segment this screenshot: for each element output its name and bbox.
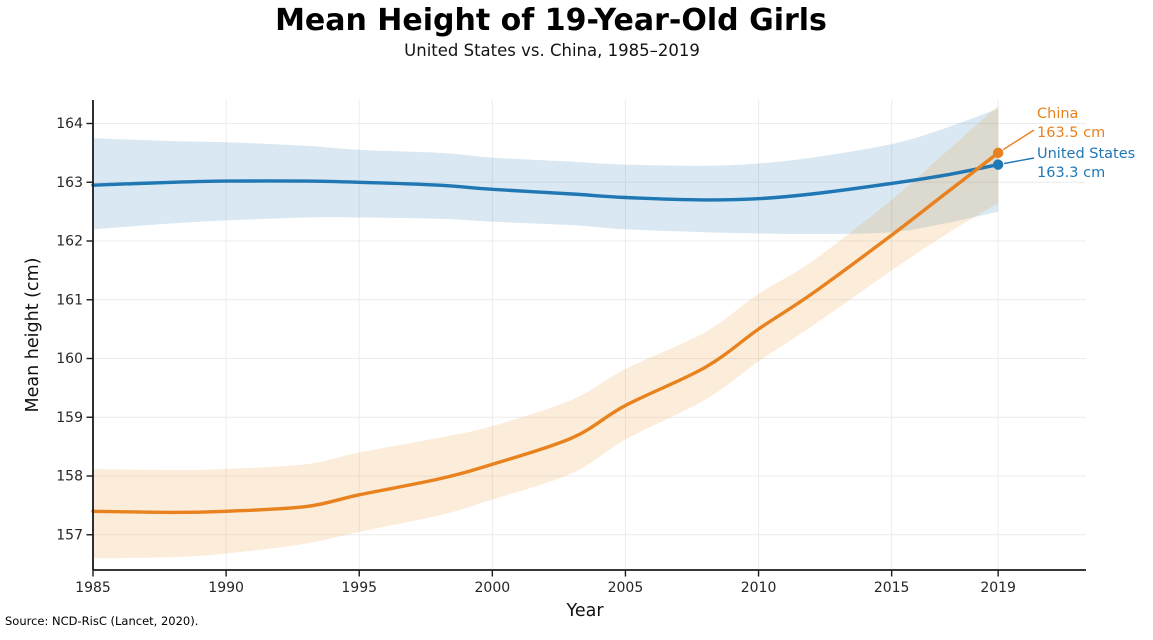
china-series-label: China [1037,106,1079,122]
x-tick-label: 2005 [608,580,644,596]
y-tick-label: 163 [56,175,83,191]
x-tick-label: 2000 [475,580,511,596]
x-tick-label: 2019 [980,580,1016,596]
x-tick-label: 2015 [874,580,910,596]
china-end-annotation: China 163.5 cm [1037,105,1105,142]
x-tick-label: 1985 [75,580,111,596]
y-tick-label: 157 [56,527,83,543]
source-note: Source: NCD-RisC (Lancet, 2020). [5,614,199,628]
y-tick-label: 158 [56,469,83,485]
y-tick-label: 162 [56,234,83,250]
x-axis-label: Year [566,601,604,621]
us-line [91,162,1000,202]
y-tick-label: 161 [56,292,83,308]
us-confidence-band [93,108,999,235]
y-axis-label: Mean height (cm) [23,257,43,413]
y-tick-label: 159 [56,410,83,426]
x-tick-label: 2010 [741,580,777,596]
us-end-value: 163.3 cm [1037,164,1106,181]
x-tick-label: 1995 [341,580,377,596]
x-tick-label: 1990 [208,580,244,596]
us-end-dot [992,159,1004,170]
us-end-annotation: United States 163.3 cm [1037,145,1135,182]
chart-title: Mean Height of 19-Year-Old Girls [275,3,827,38]
y-tick-label: 164 [56,116,83,132]
china-end-dot [992,147,1004,159]
us-series-label: United States [1037,146,1136,162]
chart-subtitle: United States vs. China, 1985–2019 [404,41,700,60]
china-line [91,151,1000,515]
china-leader-line [1002,129,1035,151]
us-leader-line [1003,157,1035,165]
china-end-value: 163.5 cm [1037,124,1106,141]
y-tick-label: 160 [56,351,83,367]
